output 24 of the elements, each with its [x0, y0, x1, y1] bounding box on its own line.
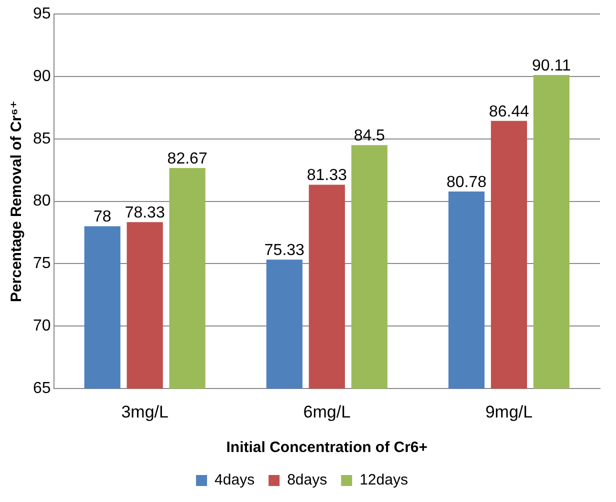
y-tick-label: 70 — [33, 318, 51, 335]
data-label: 78.33 — [124, 204, 165, 222]
y-tick-label: 65 — [33, 380, 51, 398]
y-tick-label: 95 — [33, 5, 51, 22]
x-tick-label: 6mg/L — [303, 402, 351, 422]
legend-label: 12days — [360, 472, 408, 489]
legend-label: 4days — [214, 472, 255, 489]
data-label: 86.44 — [488, 103, 530, 120]
data-label: 84.5 — [354, 128, 386, 145]
data-label: 81.33 — [306, 167, 348, 184]
data-label: 78 — [93, 208, 112, 226]
data-label: 90.11 — [532, 57, 571, 74]
y-tick-label: 85 — [33, 130, 51, 148]
x-tick-label: 3mg/L — [121, 402, 168, 422]
y-axis-title: Percentage Removal of Cr⁶⁺ — [8, 100, 26, 302]
legend-label: 8days — [287, 472, 328, 489]
y-tick-label: 75 — [33, 255, 51, 272]
y-tick-label: 80 — [33, 192, 51, 210]
x-axis-title: Initial Concentration of Cr6+ — [226, 439, 428, 456]
data-label: 75.33 — [264, 242, 305, 260]
y-tick-label: 90 — [33, 68, 51, 85]
x-tick-label: 9mg/L — [485, 402, 533, 422]
data-label: 80.78 — [446, 174, 487, 191]
data-label: 82.67 — [167, 150, 208, 168]
